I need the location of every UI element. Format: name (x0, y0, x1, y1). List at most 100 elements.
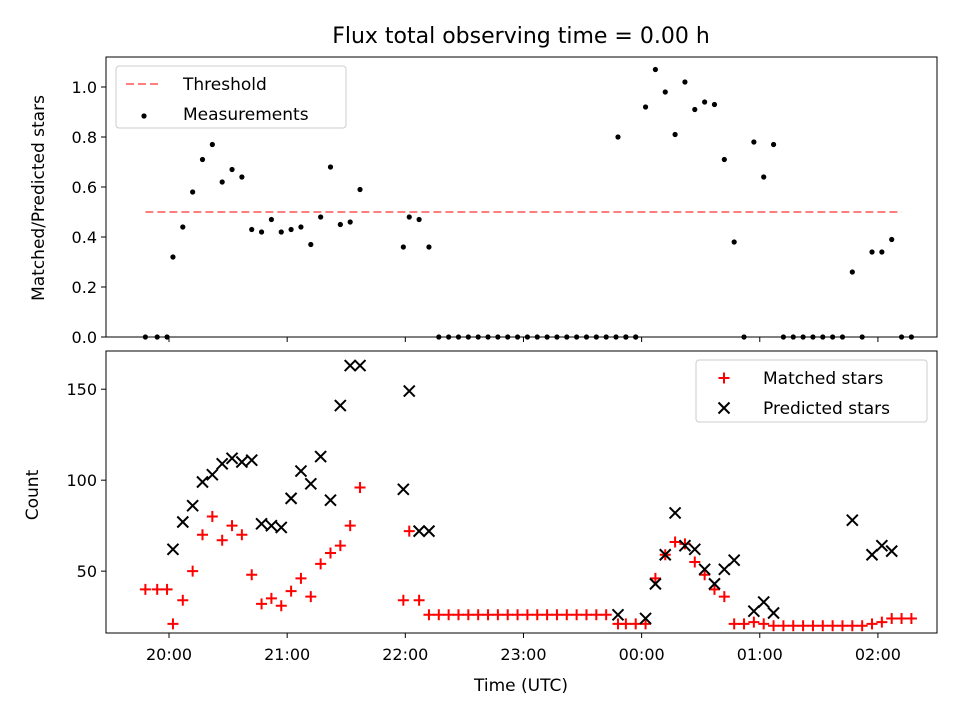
measurement-point (170, 254, 176, 260)
measurement-point (288, 226, 294, 233)
matched-stars-point (403, 525, 415, 537)
measurement-point (615, 134, 621, 140)
matched-stars-point (265, 592, 277, 604)
legend-predicted-handle (717, 401, 731, 415)
predicted-stars-point (186, 499, 199, 512)
matched-stars-point (397, 594, 409, 606)
matched-stars-point (285, 585, 297, 597)
matched-stars-point (433, 609, 445, 621)
predicted-stars-point (343, 359, 357, 372)
measurement-point (682, 79, 688, 85)
predicted-stars-point (698, 563, 711, 576)
measurement-point (642, 104, 649, 110)
matched-stars-point (354, 481, 366, 493)
predicted-stars-point (678, 539, 692, 552)
predicted-stars-point (166, 543, 180, 556)
measurement-point (770, 141, 777, 148)
matched-stars-point (462, 609, 474, 621)
predicted-stars-point (611, 608, 625, 622)
matched-stars-point (561, 609, 573, 621)
predicted-stars-point (353, 359, 367, 372)
measurement-point (209, 141, 215, 148)
matched-stars-point (748, 616, 760, 628)
measurement-point (298, 224, 304, 230)
bottom-x-tick-label: 20:00 (146, 645, 192, 664)
matched-stars-point (443, 609, 455, 621)
matched-stars-point (649, 572, 661, 584)
matched-stars-point (256, 598, 268, 610)
bottom-y-tick-label: 50 (77, 562, 97, 581)
bottom-legend-label: Matched stars (763, 369, 883, 389)
top-panel: 0.0 0.2 0.4 0.6 0.8 1.0 Threshold Measurements (72, 56, 938, 347)
measurement-point (879, 249, 885, 255)
predicted-stars-point (284, 492, 298, 505)
matched-stars-point (206, 511, 218, 523)
matched-stars-point (807, 620, 819, 632)
matched-stars-point (718, 591, 730, 603)
matched-stars-point (472, 609, 484, 621)
bottom-legend-label: Predicted stars (763, 399, 890, 419)
matched-stars-point (502, 609, 514, 621)
matched-stars-point (531, 609, 543, 621)
legend-matched-handle (718, 372, 730, 384)
top-legend-box (115, 65, 347, 129)
measurement-point (199, 156, 206, 163)
measurement-point (268, 216, 275, 223)
predicted-stars-point (639, 612, 652, 625)
measurement-point (672, 131, 678, 138)
measurement-point (731, 239, 737, 245)
predicted-stars-point (265, 519, 278, 532)
predicted-stars-point (397, 483, 410, 496)
matched-stars-point (856, 620, 868, 632)
measurement-point (406, 214, 412, 220)
bottom-x-tick-label: 02:00 (855, 645, 901, 664)
predicted-stars-point (757, 595, 770, 609)
top-chart-title: Flux total observing time = 0.00 h (332, 24, 710, 49)
predicted-stars-point (235, 455, 249, 469)
predicted-stars-point (225, 452, 239, 465)
matched-stars-point (295, 572, 307, 584)
predicted-stars-point (294, 464, 308, 478)
matched-stars-point (846, 620, 858, 632)
measurement-point (229, 166, 235, 173)
matched-stars-point (866, 618, 878, 630)
measurement-point (308, 241, 314, 248)
predicted-stars-point (718, 563, 731, 576)
bottom-y-axis-label: Count (23, 469, 43, 520)
top-axes-frame (105, 56, 938, 338)
matched-stars-point (787, 620, 799, 632)
measurement-point (327, 164, 334, 170)
measurement-point (400, 244, 406, 250)
predicted-stars-point (688, 543, 701, 556)
measurement-point (239, 174, 245, 180)
measurement-point (889, 236, 895, 243)
measurement-point (869, 249, 875, 255)
measurement-point (278, 229, 284, 235)
matched-stars-point (151, 583, 163, 595)
matched-stars-point (305, 591, 317, 603)
measurement-point (751, 139, 757, 145)
bottom-legend-box (695, 359, 928, 423)
matched-stars-point (177, 594, 189, 606)
matched-stars-point (512, 609, 524, 621)
bottom-x-tick-label: 01:00 (737, 645, 783, 664)
predicted-stars-point (176, 515, 190, 529)
predicted-stars-point (885, 544, 898, 558)
top-y-tick-label: 0.8 (72, 128, 97, 147)
top-y-tick-label: 0.4 (72, 228, 97, 247)
top-y-axis-label: Matched/Predicted stars (29, 95, 49, 301)
matched-stars-point (139, 583, 151, 595)
measurement-point (652, 66, 659, 73)
matched-stars-point (699, 569, 711, 581)
predicted-stars-point (846, 513, 859, 527)
top-legend-label: Threshold (182, 75, 267, 95)
matched-stars-point (216, 534, 228, 546)
measurement-point (702, 99, 708, 105)
bottom-x-tick-label: 23:00 (500, 645, 546, 664)
bottom-panel: 50 100 150 20:00 21:00 22:00 23:00 00:00 01:00 02… (66, 350, 938, 664)
predicted-stars-point (422, 524, 436, 538)
bottom-y-tick-label: 150 (66, 380, 97, 399)
predicted-stars-point (659, 548, 672, 561)
bottom-x-tick-label: 21:00 (264, 645, 310, 664)
